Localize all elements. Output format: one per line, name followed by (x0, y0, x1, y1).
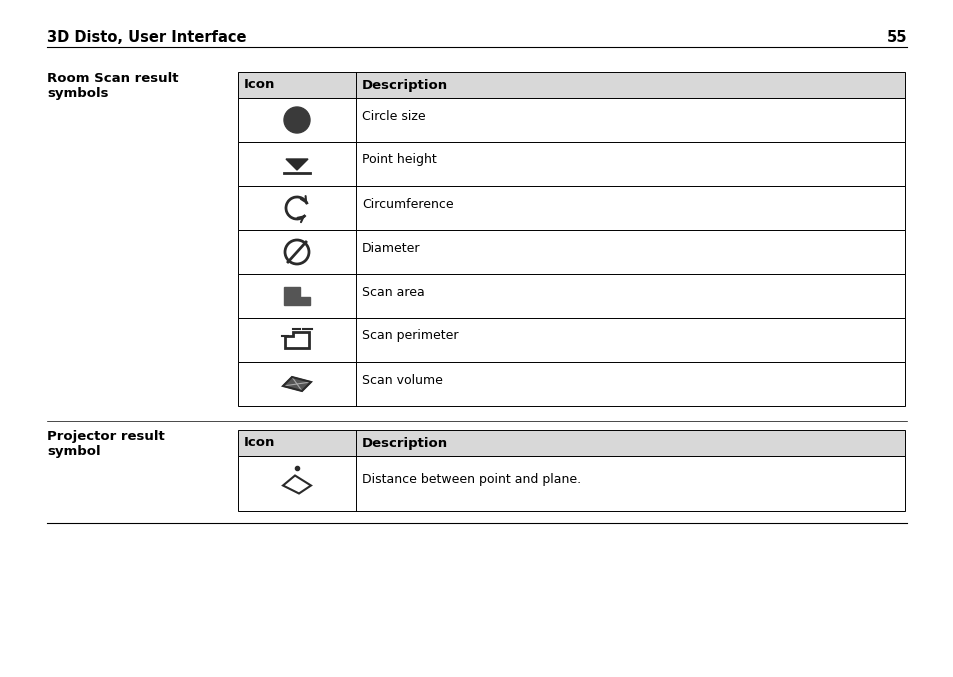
Bar (237, 142, 904, 186)
Bar (237, 98, 904, 142)
Text: Scan area: Scan area (361, 286, 424, 299)
Bar (237, 456, 904, 511)
Bar (237, 430, 904, 456)
Text: Description: Description (361, 79, 448, 91)
Text: Projector result
symbol: Projector result symbol (47, 430, 165, 458)
Text: Scan perimeter: Scan perimeter (361, 330, 458, 343)
Bar (237, 318, 904, 362)
Text: 55: 55 (885, 30, 906, 45)
Polygon shape (283, 377, 311, 391)
Text: Diameter: Diameter (361, 242, 420, 255)
Text: Icon: Icon (244, 437, 275, 450)
Text: Circumference: Circumference (361, 198, 453, 211)
Text: Point height: Point height (361, 154, 436, 167)
Bar (237, 72, 904, 98)
Bar (237, 362, 904, 406)
Circle shape (284, 107, 310, 133)
Bar (237, 274, 904, 318)
Text: Distance between point and plane.: Distance between point and plane. (361, 473, 580, 486)
Text: Room Scan result
symbols: Room Scan result symbols (47, 72, 178, 100)
Text: Description: Description (361, 437, 448, 450)
Polygon shape (286, 159, 308, 170)
Text: Circle size: Circle size (361, 110, 425, 123)
Bar (237, 186, 904, 230)
Bar (237, 230, 904, 274)
Text: Icon: Icon (244, 79, 275, 91)
Text: 3D Disto, User Interface: 3D Disto, User Interface (47, 30, 246, 45)
Polygon shape (284, 287, 310, 305)
Text: Scan volume: Scan volume (361, 374, 442, 387)
